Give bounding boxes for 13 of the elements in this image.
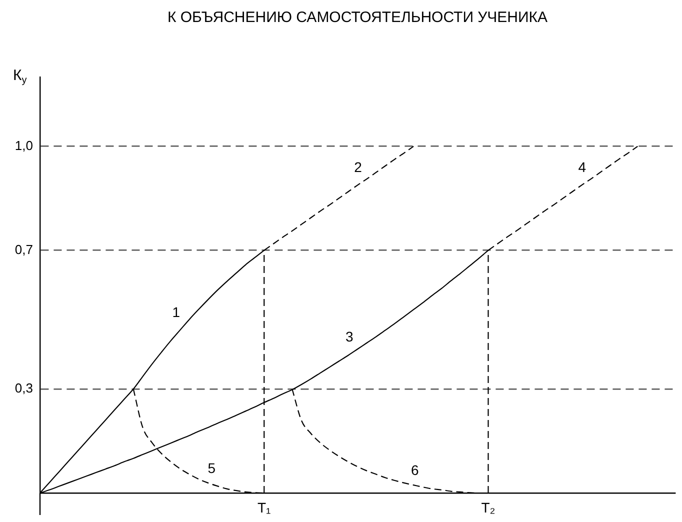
- x-tick-label: T₂: [481, 499, 496, 516]
- series-label: 1: [172, 304, 180, 320]
- x-tick-label: T₁: [257, 499, 272, 516]
- y-tick-label: 0,7: [14, 242, 33, 257]
- series-label: 2: [354, 158, 362, 175]
- y-tick-label: 0,3: [14, 380, 33, 396]
- y-tick-label: 1,0: [14, 138, 33, 153]
- series-label: 3: [346, 328, 354, 345]
- y-axis-title: К$_{у}$: [13, 67, 27, 86]
- series-label: 5: [208, 460, 216, 476]
- chart-title: К ОБЪЯСНЕНИЮ САМОСТОЯТЕЛЬНОСТИ УЧЕНИКА: [167, 9, 548, 26]
- series-label: 4: [578, 158, 586, 175]
- series-label: 6: [410, 462, 419, 478]
